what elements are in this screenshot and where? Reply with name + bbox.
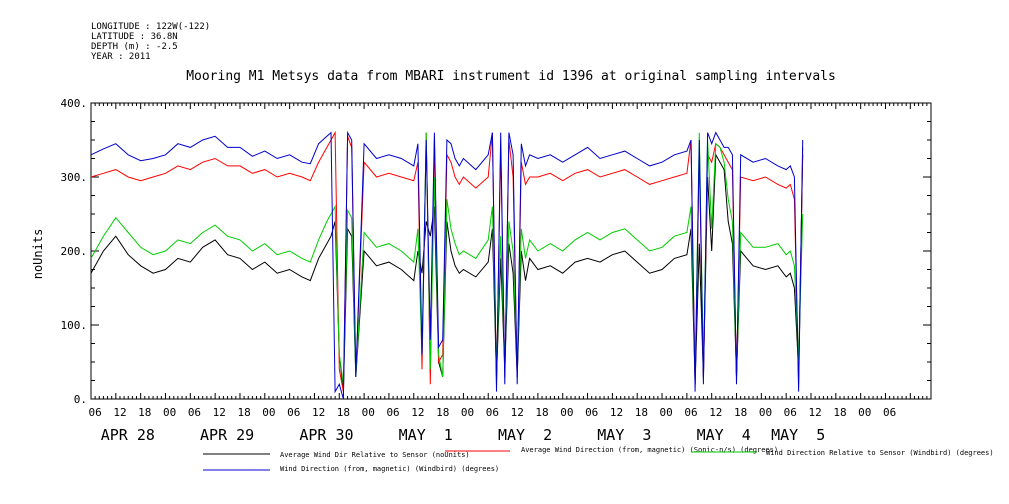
x-tick-label: 18 [635,406,648,419]
plot-frame [90,102,932,400]
x-tick-label: 00 [262,406,275,419]
legend-label-4: Wind Direction (from, magnetic) (Windbir… [280,465,499,473]
y-axis-label: noUnits [31,229,45,280]
x-tick-label: 00 [461,406,474,419]
x-day-label: MAY 4 [697,426,751,444]
x-tick-label: 12 [511,406,524,419]
series-line-2 [90,130,804,392]
x-tick-label: 18 [337,406,350,419]
x-tick-label: 00 [163,406,176,419]
x-tick-label: 18 [436,406,449,419]
y-tick-label: 0. [74,393,87,406]
x-day-label: APR 28 [101,426,155,444]
x-tick-label: 06 [883,406,896,419]
x-tick-label: 12 [709,406,722,419]
legend-label-3: Wind Direction Relative to Sensor (Windb… [766,449,994,457]
x-tick-label: 06 [585,406,598,419]
x-tick-label: 06 [287,406,300,419]
legend-label-2: Average Wind Direction (from, magnetic) … [521,446,778,454]
x-tick-label: 18 [833,406,846,419]
depth-label: DEPTH (m) : -2.5 [91,42,178,52]
x-tick-label: 00 [660,406,673,419]
series-group [90,130,804,400]
y-axis: 0. 100. 200. 300. 400. [61,97,88,406]
x-day-label: MAY 2 [498,426,552,444]
x-day-label: MAY 5 [771,426,825,444]
chart-title: Mooring M1 Metsys data from MBARI instru… [186,69,836,84]
year-label: YEAR : 2011 [91,52,151,62]
x-tick-label: 12 [113,406,126,419]
x-tick-label: 06 [486,406,499,419]
longitude-label: LONGITUDE : 122W(-122) [91,22,211,32]
y-tick-label: 300. [61,171,88,184]
minor-ticks [90,102,932,400]
x-tick-label: 00 [858,406,871,419]
y-tick-label: 400. [61,97,88,110]
x-tick-label: 06 [784,406,797,419]
x-tick-label: 00 [362,406,375,419]
legend-label-1: Average Wind Dir Relative to Sensor (noU… [280,451,470,459]
series-line-3 [90,132,804,385]
x-tick-label: 18 [734,406,747,419]
x-tick-label: 06 [188,406,201,419]
x-tick-label: 06 [684,406,697,419]
y-tick-label: 200. [61,245,88,258]
y-tick-label: 100. [61,319,88,332]
x-day-label: APR 29 [200,426,254,444]
x-tick-label: 00 [759,406,772,419]
x-axis: 06 12 18 00 06 12 18 00 06 12 18 00 06 12 18 00 06 12 18 00… [89,406,897,444]
x-tick-label: 12 [809,406,822,419]
legend: Average Wind Dir Relative to Sensor (noU… [203,446,994,473]
x-tick-label: 18 [535,406,548,419]
x-day-label: MAY 1 [399,426,453,444]
x-tick-label: 12 [411,406,424,419]
x-day-label: APR 30 [299,426,353,444]
x-tick-label: 12 [312,406,325,419]
series-line-4 [90,130,804,400]
series-line-1 [90,153,804,392]
x-tick-label: 12 [213,406,226,419]
x-day-label: MAY 3 [597,426,651,444]
latitude-label: LATITUDE : 36.8N [91,32,178,42]
x-tick-label: 12 [610,406,623,419]
x-tick-label: 06 [89,406,102,419]
x-tick-label: 18 [138,406,151,419]
x-tick-label: 00 [560,406,573,419]
x-tick-label: 06 [386,406,399,419]
x-tick-label: 18 [237,406,250,419]
